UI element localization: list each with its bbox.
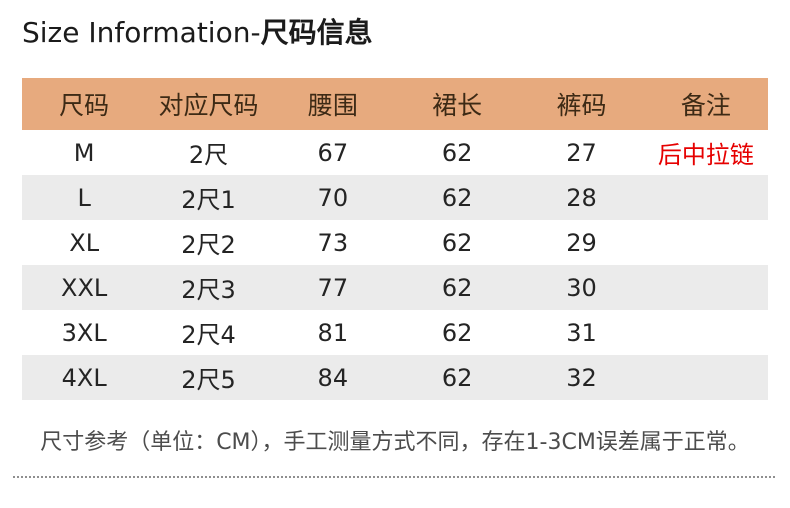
cell-skirt-length: 62 (441, 183, 473, 212)
header-pants-size: 裤码 (556, 91, 607, 120)
dotted-divider (13, 476, 775, 478)
table-row: L 2尺1 70 62 28 (22, 175, 768, 220)
cell-size: M (73, 138, 95, 167)
cell-pants-size: 28 (566, 183, 597, 212)
page-title-zh: 尺码信息 (260, 16, 373, 49)
cell-skirt-length: 62 (441, 363, 473, 392)
header-cn-size: 对应尺码 (158, 91, 259, 120)
cell-size: XL (69, 228, 100, 257)
cell-waist: 67 (317, 138, 349, 167)
cell-cn-size: 2尺1 (181, 186, 236, 214)
header-remark: 备注 (680, 91, 731, 120)
cell-cn-size: 2尺 (188, 141, 229, 169)
size-table-header-row: 尺码 对应尺码 腰围 裙长 裤码 备注 (22, 78, 768, 130)
page-title-en: Size Information- (22, 16, 261, 49)
cell-size: L (77, 183, 91, 212)
page-title: Size Information-尺码信息 (22, 16, 373, 50)
table-row: M 2尺 67 62 27 后中拉链 (22, 130, 768, 175)
cell-skirt-length: 62 (441, 138, 473, 167)
cell-waist: 73 (317, 228, 349, 257)
cell-size: 4XL (61, 363, 107, 392)
cell-cn-size: 2尺3 (181, 276, 236, 304)
cell-cn-size: 2尺4 (181, 321, 236, 349)
cell-pants-size: 30 (566, 273, 597, 302)
size-table: 尺码 对应尺码 腰围 裙长 裤码 备注 M 2尺 67 62 27 后中拉链 L… (22, 78, 768, 400)
cell-waist: 84 (317, 363, 349, 392)
cell-waist: 70 (317, 183, 349, 212)
cell-remark: 后中拉链 (657, 141, 754, 169)
table-row: XXL 2尺3 77 62 30 (22, 265, 768, 310)
cell-skirt-length: 62 (441, 318, 473, 347)
table-row: 3XL 2尺4 81 62 31 (22, 310, 768, 355)
table-row: 4XL 2尺5 84 62 32 (22, 355, 768, 400)
table-row: XL 2尺2 73 62 29 (22, 220, 768, 265)
header-skirt-length: 裙长 (432, 91, 483, 120)
header-waist: 腰围 (307, 91, 358, 120)
cell-cn-size: 2尺2 (181, 231, 236, 259)
cell-pants-size: 29 (566, 228, 597, 257)
cell-pants-size: 27 (566, 138, 597, 167)
cell-waist: 77 (317, 273, 349, 302)
cell-waist: 81 (317, 318, 349, 347)
cell-skirt-length: 62 (441, 228, 473, 257)
cell-pants-size: 31 (566, 318, 597, 347)
cell-pants-size: 32 (566, 363, 597, 392)
cell-size: XXL (61, 273, 108, 302)
cell-cn-size: 2尺5 (181, 366, 236, 394)
header-size: 尺码 (59, 91, 110, 120)
cell-skirt-length: 62 (441, 273, 473, 302)
cell-size: 3XL (61, 318, 107, 347)
measurement-note: 尺寸参考（单位：CM），手工测量方式不同，存在1-3CM误差属于正常。 (40, 430, 750, 455)
